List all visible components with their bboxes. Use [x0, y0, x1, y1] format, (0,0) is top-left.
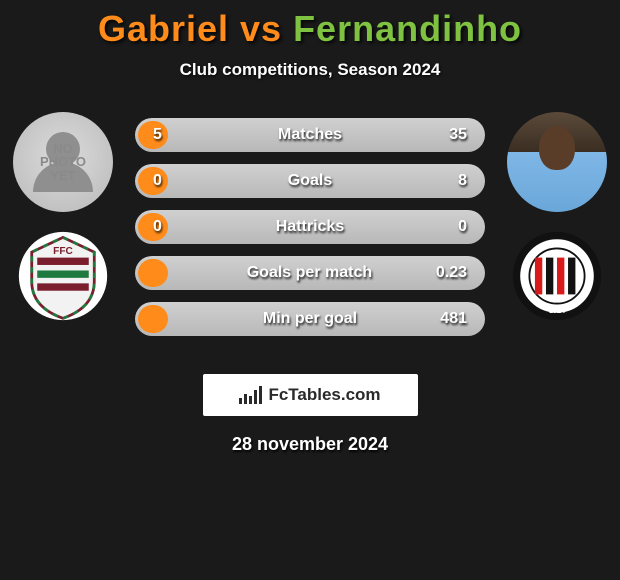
right-column: CLUBE ATLETICO PARANAENSE 1924: [502, 112, 612, 322]
stat-row: 0Goals8: [135, 164, 485, 198]
watermark: FcTables.com: [203, 374, 418, 416]
player-avatar-right: [507, 112, 607, 212]
stat-right-value: 0.23: [436, 264, 467, 282]
svg-text:1924: 1924: [549, 306, 566, 315]
stat-right-value: 481: [437, 310, 467, 328]
no-photo-label: NO PHOTO YET: [40, 142, 86, 183]
stat-left-value: 0: [153, 218, 183, 236]
stats-list: 5Matches350Goals80Hattricks0Goals per ma…: [135, 118, 485, 336]
watermark-icon: [239, 386, 262, 404]
date-label: 28 november 2024: [0, 434, 620, 455]
club-crest-left: FFC: [17, 230, 109, 322]
stat-row: Goals per match0.23: [135, 256, 485, 290]
stat-right-value: 35: [437, 126, 467, 144]
stat-row: Min per goal481: [135, 302, 485, 336]
player-avatar-left: NO PHOTO YET: [13, 112, 113, 212]
subtitle: Club competitions, Season 2024: [0, 60, 620, 80]
stat-left-value: 5: [153, 126, 183, 144]
stat-label: Hattricks: [183, 218, 437, 236]
stat-row: 0Hattricks0: [135, 210, 485, 244]
title-left: Gabriel: [98, 8, 229, 49]
stat-right-value: 0: [437, 218, 467, 236]
title-right: Fernandinho: [293, 8, 522, 49]
stat-label: Min per goal: [183, 310, 437, 328]
stat-label: Goals per match: [183, 264, 436, 282]
stat-label: Matches: [183, 126, 437, 144]
club-crest-right: CLUBE ATLETICO PARANAENSE 1924: [511, 230, 603, 322]
svg-text:FFC: FFC: [53, 246, 73, 257]
comparison-panel: NO PHOTO YET FFC: [0, 112, 620, 352]
stat-left-value: 0: [153, 172, 183, 190]
stat-right-value: 8: [437, 172, 467, 190]
stat-label: Goals: [183, 172, 437, 190]
left-column: NO PHOTO YET FFC: [8, 112, 118, 322]
page-title: Gabriel vs Fernandinho: [0, 0, 620, 50]
stat-row: 5Matches35: [135, 118, 485, 152]
title-vs: vs: [240, 8, 293, 49]
watermark-text: FcTables.com: [268, 385, 380, 405]
